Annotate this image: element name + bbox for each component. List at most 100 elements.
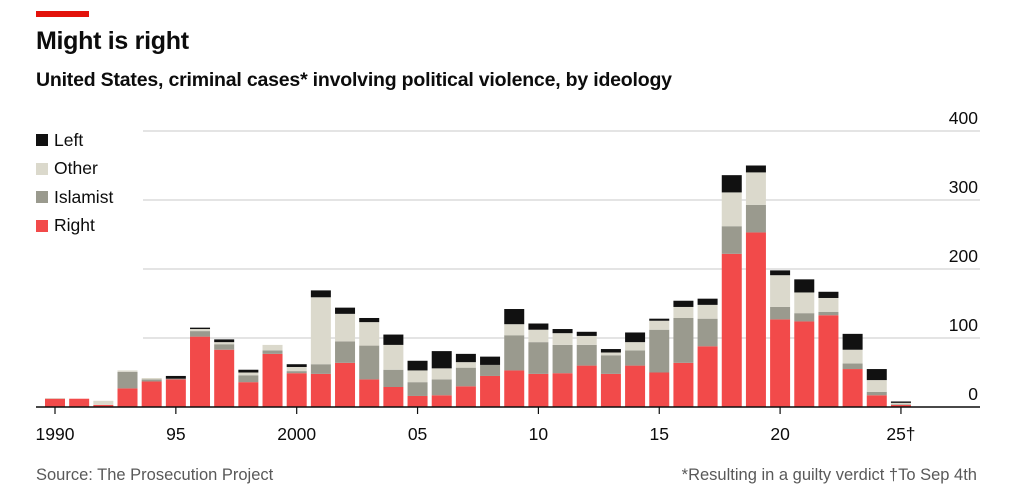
bar-segment-right — [359, 379, 380, 407]
bar-segment-right — [528, 373, 549, 407]
bar-segment-left — [528, 323, 549, 330]
bar-segment-left — [431, 351, 452, 369]
bar-segment-left — [552, 329, 573, 334]
bar-segment-other — [866, 380, 887, 392]
bar-segment-other — [214, 342, 235, 345]
legend-item-islamist: Islamist — [36, 183, 113, 212]
bar-segment-left — [721, 175, 742, 193]
bar-segment-left — [842, 333, 863, 350]
bar-segment-left — [165, 375, 186, 379]
bar-segment-right — [697, 346, 718, 407]
bar-segment-other — [721, 192, 742, 227]
source-note: Source: The Prosecution Project — [36, 466, 274, 484]
bar-segment-left — [625, 332, 646, 343]
bar-segment-other — [745, 172, 766, 205]
bar-segment-other — [794, 292, 815, 314]
bar-segment-left — [890, 401, 911, 403]
bar-segment-other — [335, 313, 356, 342]
bar-segment-right — [649, 372, 670, 407]
bar-segment-islamist — [480, 364, 501, 376]
bar-segment-left — [407, 360, 428, 371]
legend-item-right: Right — [36, 212, 113, 241]
y-tick-label: 400 — [949, 108, 978, 128]
bar-segment-left — [238, 369, 259, 373]
bar-segment-right — [431, 395, 452, 407]
bar-segment-islamist — [190, 331, 211, 337]
bar-segment-right — [407, 395, 428, 407]
chart-subtitle: United States, criminal cases* involving… — [36, 69, 672, 91]
y-tick-label: 200 — [949, 246, 978, 266]
bar-segment-left — [383, 334, 404, 345]
bar-segment-other — [673, 306, 694, 318]
bar-segment-other — [431, 368, 452, 380]
bar-segment-islamist — [528, 342, 549, 374]
bar-segment-left — [600, 349, 621, 353]
x-tick-label: 05 — [408, 424, 427, 444]
bar-segment-islamist — [504, 335, 525, 371]
bar-segment-other — [625, 342, 646, 351]
bar-segment-right — [335, 362, 356, 407]
bar-segment-other — [93, 400, 114, 405]
bar-segment-right — [842, 369, 863, 407]
bar-segment-islamist — [310, 364, 331, 374]
bar-segment-islamist — [286, 371, 307, 374]
bar-segment-other — [890, 402, 911, 405]
bar-segment-islamist — [335, 341, 356, 363]
bar-segment-left — [214, 339, 235, 343]
x-tick-label: 25† — [886, 424, 915, 444]
footnote: *Resulting in a guilty verdict †To Sep 4… — [681, 466, 977, 484]
bar-segment-islamist — [383, 369, 404, 387]
bar-segment-other — [262, 344, 283, 351]
bar-segment-right — [794, 321, 815, 407]
bar-segment-islamist — [625, 350, 646, 366]
bar-segment-left — [576, 331, 597, 336]
bar-segment-other — [359, 322, 380, 346]
bar-segment-other — [286, 366, 307, 372]
bar-segment-other — [552, 333, 573, 345]
bar-segment-right — [455, 386, 476, 407]
bar-segment-left — [794, 279, 815, 293]
bar-segment-right — [383, 386, 404, 407]
bar-segment-other — [528, 329, 549, 343]
y-tick-label: 100 — [949, 315, 978, 335]
bar-segment-other — [117, 370, 138, 372]
bar-segment-left — [190, 327, 211, 330]
bar-segment-islamist — [359, 345, 380, 380]
bar-segment-left — [480, 356, 501, 365]
bar-segment-right — [262, 353, 283, 407]
x-tick-label: 95 — [166, 424, 185, 444]
bar-segment-left — [310, 290, 331, 298]
bar-segment-other — [455, 362, 476, 368]
y-tick-label: 300 — [949, 177, 978, 197]
bar-segment-islamist — [600, 355, 621, 374]
bar-segment-right — [286, 373, 307, 407]
bar-segment-left — [359, 317, 380, 323]
legend-label: Right — [54, 215, 95, 236]
bar-segment-islamist — [818, 311, 839, 316]
bar-segment-right — [93, 404, 114, 407]
bar-segment-other — [190, 329, 211, 332]
bar-segment-left — [673, 300, 694, 307]
bar-segment-other — [238, 372, 259, 376]
bar-segment-right — [190, 336, 211, 407]
bar-segment-islamist — [262, 350, 283, 354]
bar-segment-right — [600, 373, 621, 407]
bar-segment-islamist — [770, 306, 791, 320]
bar-segment-other — [141, 378, 162, 380]
x-tick-label: 20 — [770, 424, 790, 444]
bar-segment-islamist — [673, 317, 694, 363]
legend-swatch — [36, 134, 48, 147]
bar-segment-other — [504, 324, 525, 336]
bar-segment-islamist — [431, 379, 452, 396]
bar-segment-right — [238, 382, 259, 407]
legend-label: Islamist — [54, 186, 114, 207]
bar-segment-right — [866, 395, 887, 407]
bar-segment-other — [600, 352, 621, 356]
legend-label: Other — [54, 158, 98, 179]
bar-segment-islamist — [866, 391, 887, 396]
bar-segment-other — [310, 297, 331, 365]
bar-segment-left — [697, 298, 718, 305]
bar-segment-other — [407, 370, 428, 383]
chart-title: Might is right — [36, 27, 189, 55]
bar-segment-right — [69, 398, 90, 407]
